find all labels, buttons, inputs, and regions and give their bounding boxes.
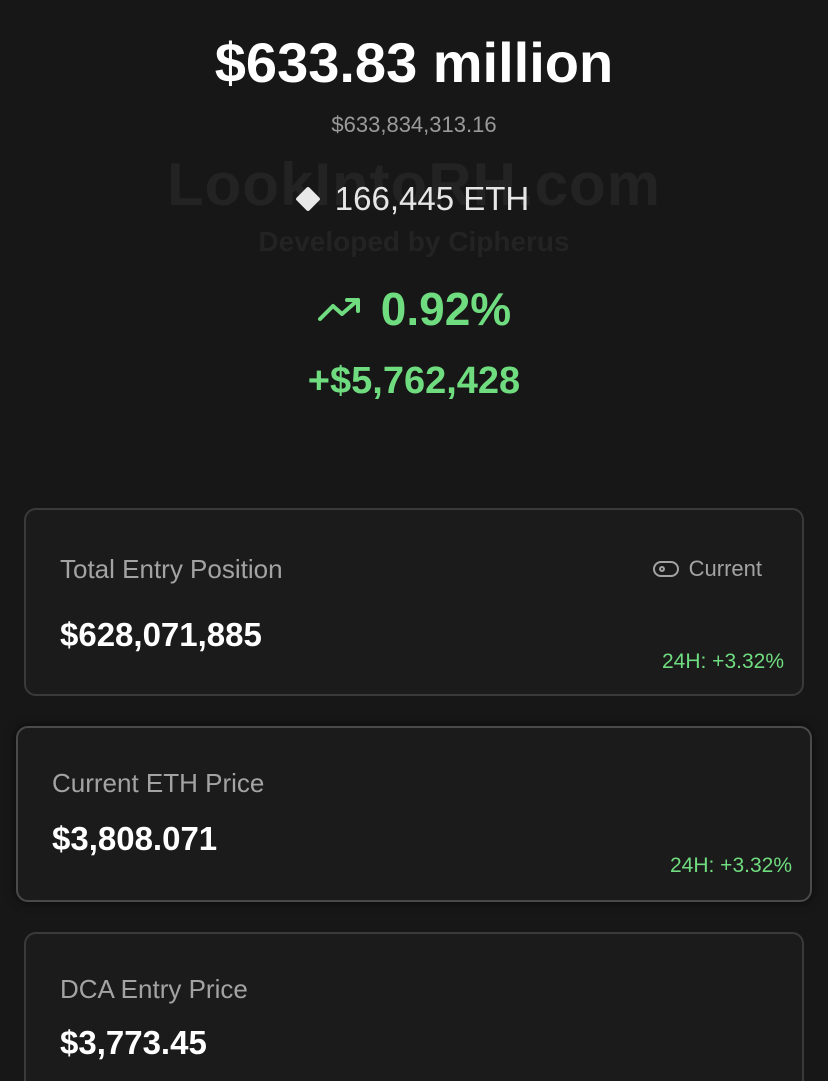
eth-price-change: 24H: +3.32% bbox=[669, 854, 792, 877]
change-percent: 0.92% bbox=[380, 283, 512, 335]
toggle-label: Current bbox=[688, 556, 762, 581]
change-percent-row: 0.92% bbox=[0, 282, 828, 336]
watermark-developer: Developed by Cipherus bbox=[258, 226, 570, 257]
eth-price-value: $3,808.071 bbox=[52, 820, 218, 857]
change-value: +$5,762,428 bbox=[307, 360, 521, 402]
total-entry-card: Total Entry Position Current $628,071,88… bbox=[24, 508, 804, 696]
total-entry-change: 24H: +3.32% bbox=[661, 650, 784, 673]
eth-amount: 166,445 ETH bbox=[334, 180, 530, 217]
dca-entry-card: DCA Entry Price $3,773.45 bbox=[24, 932, 804, 1081]
trending-up-icon bbox=[317, 298, 360, 321]
eth-price-label: Current ETH Price bbox=[52, 768, 265, 798]
total-value-headline: $633.83 million bbox=[214, 31, 614, 94]
total-value-exact: $633,834,313.16 bbox=[331, 112, 497, 137]
toggle-icon bbox=[652, 561, 679, 577]
dca-entry-label: DCA Entry Price bbox=[60, 974, 248, 1004]
current-toggle[interactable]: Current bbox=[652, 556, 762, 582]
diamond-icon bbox=[295, 186, 321, 212]
eth-holdings: 166,445 ETH bbox=[0, 180, 828, 218]
total-entry-label: Total Entry Position bbox=[60, 554, 283, 584]
watermark-site: LookIntoRH.com bbox=[167, 151, 661, 218]
dca-entry-value: $3,773.45 bbox=[60, 1024, 207, 1061]
eth-price-card: Current ETH Price $3,808.071 24H: +3.32% bbox=[16, 726, 812, 902]
total-entry-value: $628,071,885 bbox=[60, 616, 262, 653]
